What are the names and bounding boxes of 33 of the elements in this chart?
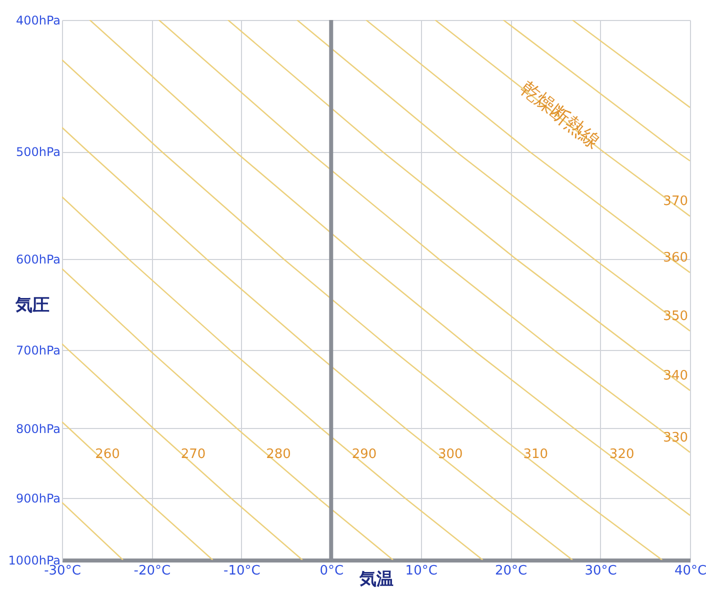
x-tick-label: 40°C — [674, 564, 706, 578]
line-series — [227, 20, 690, 392]
line-series — [296, 20, 690, 332]
line-series — [62, 421, 214, 560]
x-axis-title: 気温 — [358, 570, 394, 590]
line-series — [62, 268, 394, 560]
line-series — [365, 20, 690, 274]
y-tick-label: 800hPa — [16, 422, 60, 436]
line-series — [62, 343, 304, 560]
y-axis-title: 気圧 — [14, 296, 50, 316]
line-series — [62, 196, 484, 560]
series-label: 260 — [95, 447, 120, 462]
annotation: 乾燥断熱線 — [516, 77, 604, 153]
x-tick-label: 30°C — [584, 564, 617, 578]
x-tick-label: 0°C — [320, 564, 344, 578]
series-label: 320 — [609, 447, 634, 462]
y-tick-label: 500hPa — [16, 145, 60, 160]
x-tick-label: -30°C — [44, 564, 81, 578]
x-tick-label: 10°C — [405, 564, 438, 578]
line-series — [89, 20, 690, 516]
series-label: 290 — [352, 447, 377, 462]
series-label: 280 — [266, 447, 291, 462]
y-tick-label: 900hPa — [16, 491, 60, 506]
x-tick-label: -10°C — [224, 564, 260, 578]
series-label: 300 — [438, 447, 463, 462]
y-tick-label: 700hPa — [16, 343, 60, 358]
x-tick-label: -20°C — [134, 564, 171, 578]
x-tick-label: 20°C — [495, 564, 528, 578]
y-tick-label: 400hPa — [16, 14, 60, 28]
line-series — [62, 59, 663, 560]
series-label: 270 — [180, 447, 206, 462]
series-label: 310 — [523, 447, 548, 462]
y-tick-label: 600hPa — [16, 252, 60, 266]
